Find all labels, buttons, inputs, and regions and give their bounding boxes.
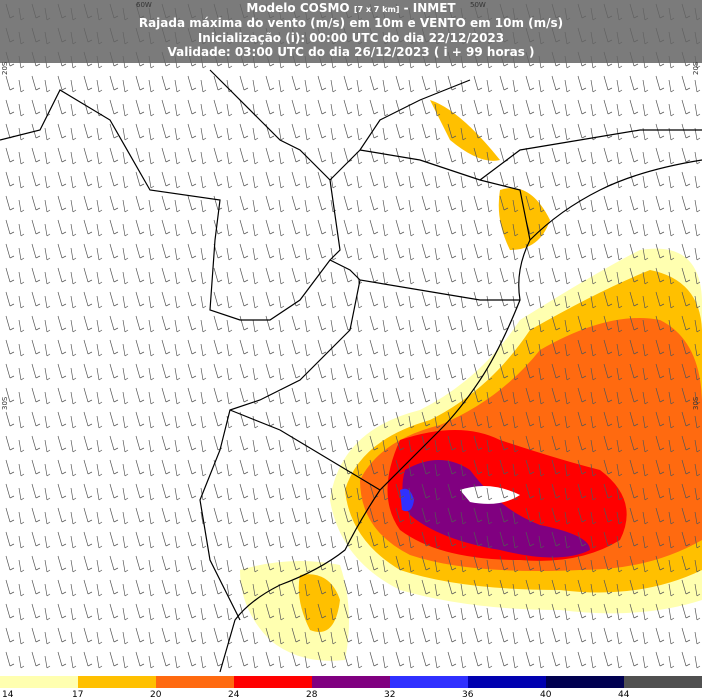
header-line: Modelo COSMO [7 x 7 km] - INMET (246, 1, 456, 15)
colorbar-segment (312, 676, 391, 688)
lat-label: 20S (1, 61, 9, 75)
product: Rajada máxima do vento (m/s) em 10m e VE… (139, 16, 563, 30)
colorbar-segment (234, 676, 313, 688)
colorbar-label: 36 (462, 690, 474, 700)
colorbar-label: 44 (618, 690, 630, 700)
colorbar-label: 32 (384, 690, 395, 700)
colorbar-segment (0, 676, 79, 688)
colorbar-segment (546, 676, 625, 688)
initialization: Inicialização (i): 00:00 UTC do dia 22/1… (198, 31, 504, 45)
resolution: [7 x 7 km] (354, 5, 400, 14)
lon-label: 50W (470, 1, 486, 9)
colorbar-segment (468, 676, 547, 688)
model: Modelo COSMO (246, 1, 349, 15)
lat-label: 30S (692, 396, 700, 410)
colorbar-label: 14 (2, 690, 14, 700)
colorbar-label: 17 (72, 690, 83, 700)
validity: Validade: 03:00 UTC do dia 26/12/2023 ( … (167, 45, 534, 59)
colorbar: 14 17 20 24 28 32 36 40 44 (0, 676, 702, 700)
colorbar-segment (156, 676, 235, 688)
colorbar-segment (390, 676, 469, 688)
colorbar-label: 28 (306, 690, 318, 700)
header-band (0, 0, 702, 63)
lat-label: 30S (1, 396, 9, 410)
colorbar-label: 24 (228, 690, 240, 700)
wind-barbs (0, 0, 702, 672)
source: - INMET (404, 1, 457, 15)
borders (0, 69, 702, 673)
colorbar-label: 20 (150, 690, 162, 700)
colorbar-segment (624, 676, 702, 688)
colorbar-label: 40 (540, 690, 552, 700)
lon-label: 60W (136, 1, 152, 9)
header: Modelo COSMO [7 x 7 km] - INMET Rajada m… (139, 1, 563, 59)
lat-label: 20S (692, 61, 700, 75)
colorbar-segment (78, 676, 157, 688)
